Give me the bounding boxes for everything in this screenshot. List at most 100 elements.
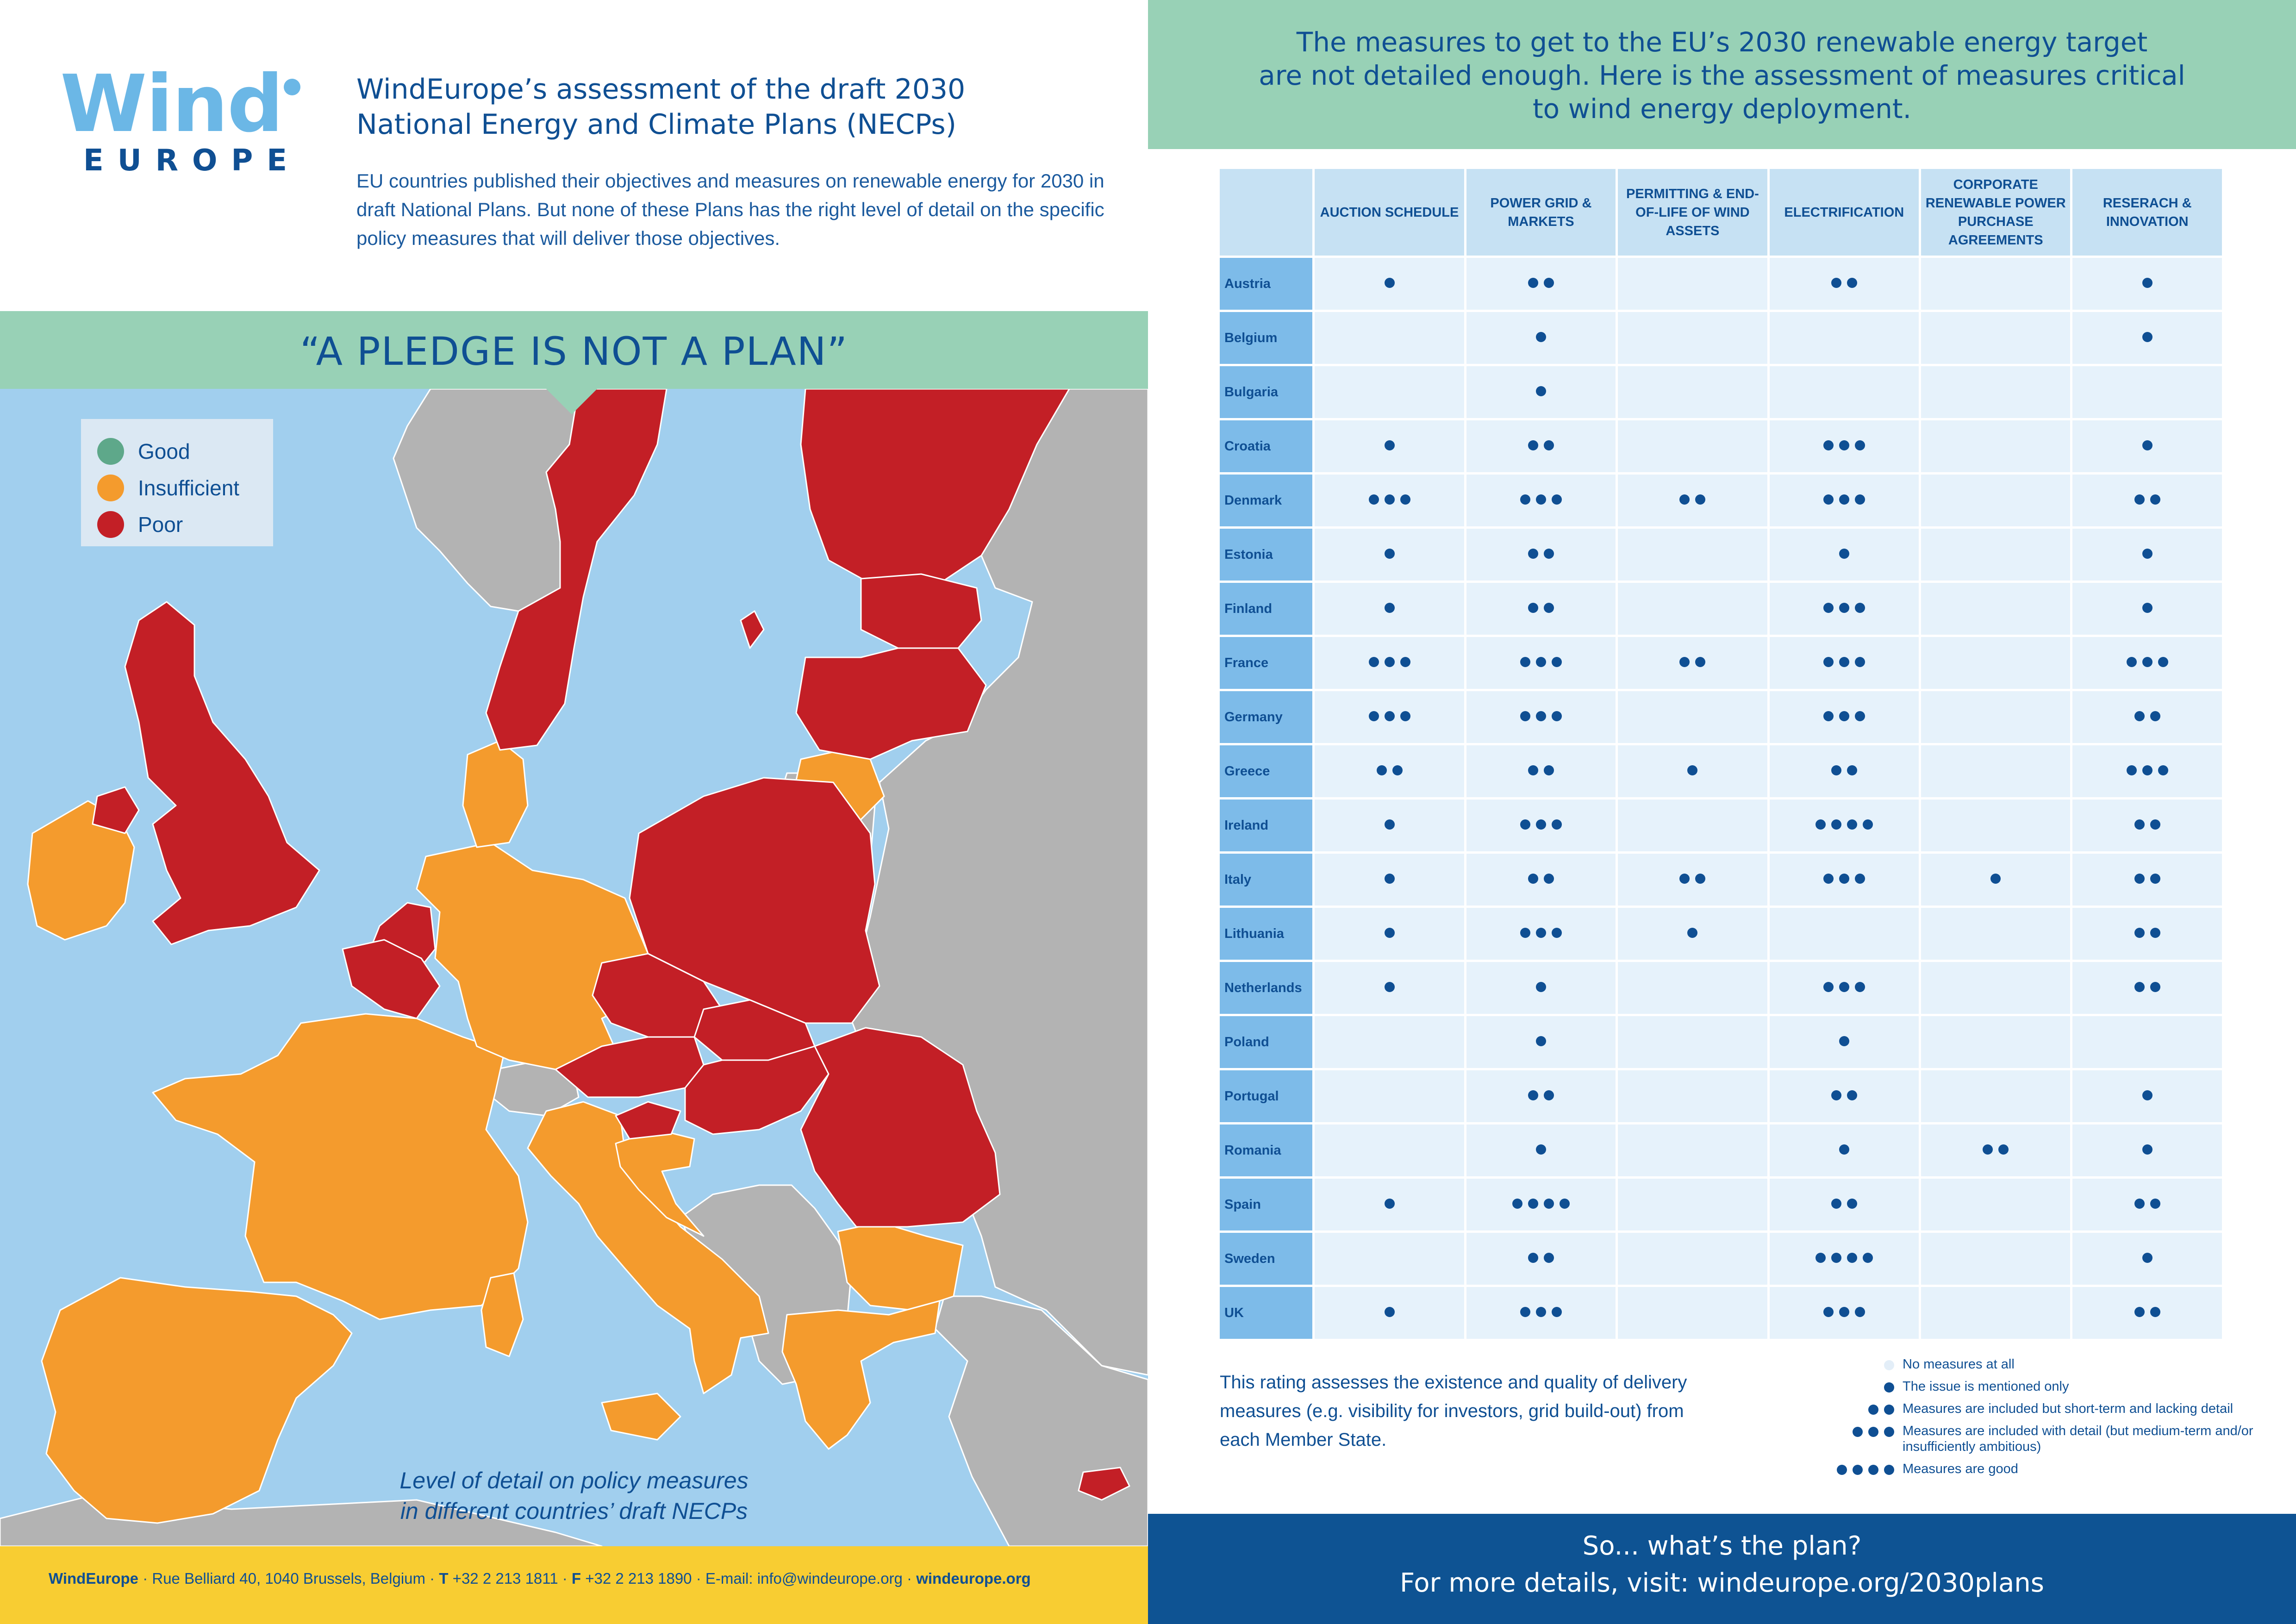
key-label: Measures are included with detail (but m… xyxy=(1903,1424,2253,1454)
score-dot-icon xyxy=(2158,765,2168,775)
greece xyxy=(781,1300,941,1450)
score-dot-icon xyxy=(1839,548,1849,559)
score-cell xyxy=(1315,745,1466,800)
score-dot-icon xyxy=(1400,494,1410,505)
score-dot-icon xyxy=(1528,1198,1538,1209)
country-name: Ireland xyxy=(1220,800,1315,854)
table-row: Spain xyxy=(1220,1179,2224,1233)
table-row: Netherlands xyxy=(1220,962,2224,1016)
score-cell xyxy=(1769,366,1922,420)
contact-footer xyxy=(0,1546,1148,1624)
score-cell xyxy=(1769,583,1922,637)
score-cell xyxy=(1466,1016,1618,1070)
score-dot-icon xyxy=(1695,873,1706,884)
country-name: Sweden xyxy=(1220,1233,1315,1287)
table-row: Greece xyxy=(1220,745,2224,800)
score-dot-icon xyxy=(1687,927,1698,938)
score-cell xyxy=(2072,745,2224,800)
score-dots xyxy=(1384,548,1395,559)
legend-label-good: Good xyxy=(138,439,190,463)
score-dot-icon xyxy=(1695,494,1706,505)
intro-title-line1: WindEurope’s assessment of the draft 203… xyxy=(356,73,966,106)
score-cell xyxy=(1315,312,1466,366)
key-dot-icon xyxy=(1837,1465,1847,1475)
call-to-action-link[interactable]: For more details, visit: windeurope.org/… xyxy=(1400,1568,2044,1598)
score-dots xyxy=(1823,440,1865,450)
score-dot-icon xyxy=(1543,765,1554,775)
score-dot-icon xyxy=(2150,927,2160,938)
table-row: Ireland xyxy=(1220,800,2224,854)
score-cell xyxy=(1921,800,2073,854)
score-cell xyxy=(1618,366,1770,420)
score-dot-icon xyxy=(1679,494,1690,505)
score-cell xyxy=(1769,1287,1922,1341)
score-dots xyxy=(1520,711,1562,721)
score-cell xyxy=(1466,366,1618,420)
score-dots xyxy=(2134,981,2160,992)
key-label: Measures are included but short-term and… xyxy=(1903,1401,2234,1416)
score-dot-icon xyxy=(2142,548,2152,559)
score-cell xyxy=(1466,1179,1618,1233)
score-dot-icon xyxy=(1854,494,1865,505)
score-dot-icon xyxy=(2134,1306,2145,1317)
map-caption: Level of detail on policy measures in di… xyxy=(296,1465,852,1526)
table-row: Finland xyxy=(1220,583,2224,637)
score-cell xyxy=(1921,854,2073,908)
score-dot-icon xyxy=(1528,1252,1538,1263)
score-dot-icon xyxy=(2134,981,2145,992)
key-dot-icon xyxy=(1868,1465,1878,1475)
score-dot-icon xyxy=(1847,1252,1857,1263)
score-dots xyxy=(1528,765,1554,775)
score-dot-icon xyxy=(1831,277,1841,288)
score-cell xyxy=(2072,475,2224,529)
country-name: Estonia xyxy=(1220,529,1315,583)
score-dots xyxy=(1384,440,1395,450)
score-dot-icon xyxy=(1528,765,1538,775)
country-name: Austria xyxy=(1220,258,1315,312)
score-dot-icon xyxy=(1847,277,1857,288)
score-dot-icon xyxy=(1384,981,1395,992)
headline-band xyxy=(1148,0,2296,149)
score-cell xyxy=(1618,1016,1770,1070)
logo-wind-text: Wind xyxy=(60,58,284,150)
key-item: Measures are included with detail (but m… xyxy=(1815,1423,2287,1455)
score-dot-icon xyxy=(1520,819,1530,830)
score-dot-icon xyxy=(1847,765,1857,775)
score-dots xyxy=(2126,765,2168,775)
country-name: Croatia xyxy=(1220,420,1315,475)
score-cell xyxy=(1618,1233,1770,1287)
score-dots xyxy=(1990,873,2001,884)
column-header-electrification: ELECTRIFICATION xyxy=(1769,169,1922,258)
score-cell xyxy=(1921,637,2073,691)
score-dots xyxy=(2142,602,2152,613)
score-dot-icon xyxy=(1520,1306,1530,1317)
table-row: Sweden xyxy=(1220,1233,2224,1287)
map-caption-line1: Level of detail on policy measures xyxy=(399,1468,749,1493)
score-dot-icon xyxy=(2134,494,2145,505)
score-dot-icon xyxy=(1551,927,1562,938)
score-dot-icon xyxy=(1368,656,1379,667)
footer-website-link[interactable]: windeurope.org xyxy=(916,1570,1031,1587)
score-cell xyxy=(2072,962,2224,1016)
table-row: Belgium xyxy=(1220,312,2224,366)
footer-org: WindEurope xyxy=(49,1570,139,1587)
score-cell xyxy=(1921,691,2073,745)
score-cell xyxy=(1769,1070,1922,1124)
score-dot-icon xyxy=(1823,711,1834,721)
score-dot-icon xyxy=(1998,1144,2009,1155)
score-dot-icon xyxy=(1823,873,1834,884)
score-cell xyxy=(1315,800,1466,854)
score-dot-icon xyxy=(1384,1198,1395,1209)
score-dot-icon xyxy=(1384,494,1395,505)
score-dots xyxy=(1528,873,1554,884)
score-dots xyxy=(1823,1306,1865,1317)
score-dot-icon xyxy=(1854,873,1865,884)
right-headline-line1: The measures to get to the EU’s 2030 ren… xyxy=(1296,26,2148,58)
score-dot-icon xyxy=(1831,819,1841,830)
score-cell xyxy=(1466,691,1618,745)
score-dot-icon xyxy=(1847,1198,1857,1209)
spain-portugal xyxy=(41,1277,353,1524)
score-dots xyxy=(1535,386,1546,396)
key-dots xyxy=(1815,1423,1903,1437)
key-item: The issue is mentioned only xyxy=(1815,1379,2287,1394)
